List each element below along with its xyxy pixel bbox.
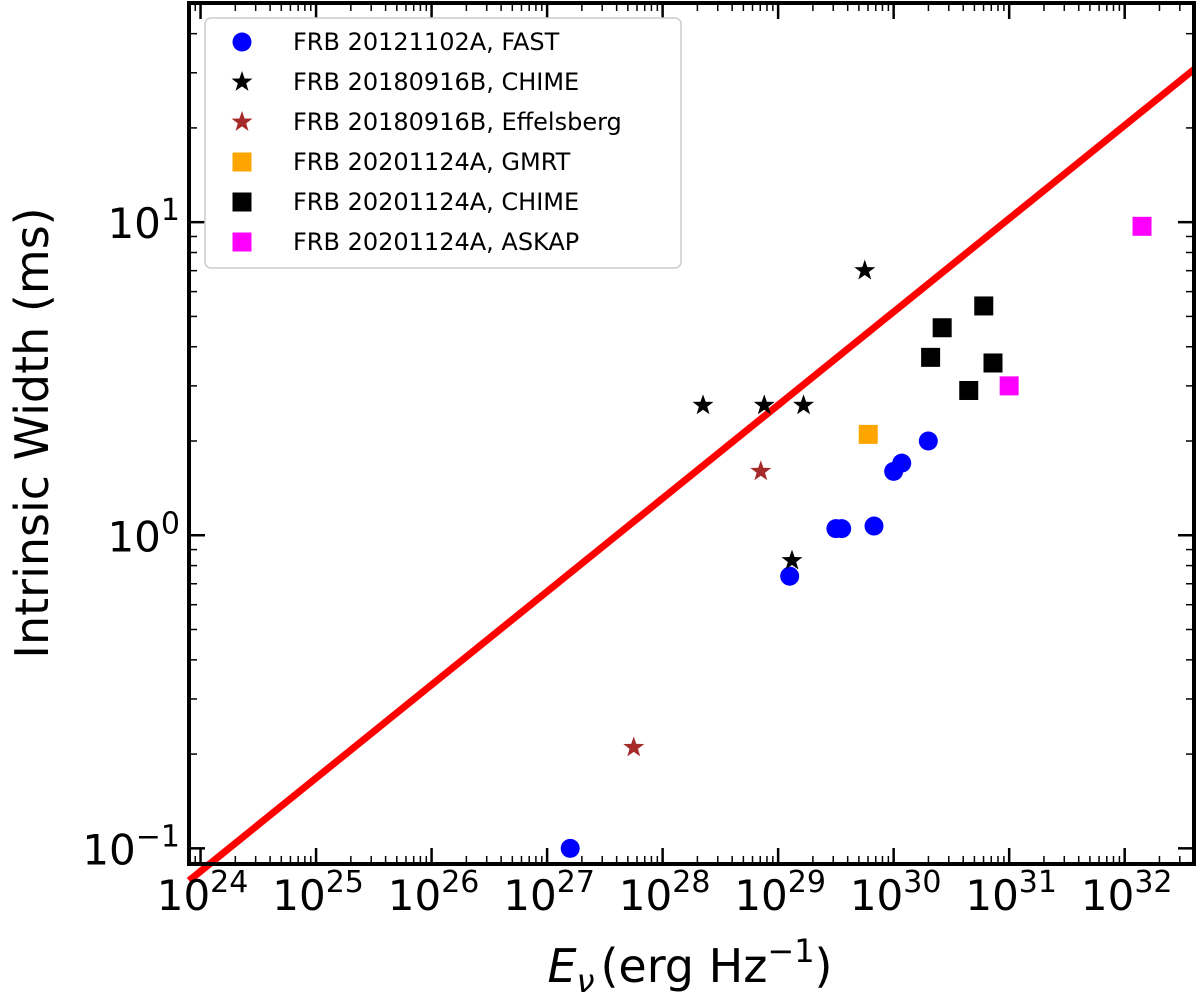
x-axis-title-sub: ν — [577, 962, 595, 993]
major-ticks — [189, 3, 1194, 864]
data-point-series-0 — [918, 431, 938, 451]
legend-label-1: FRB 20180916B, CHIME — [293, 68, 579, 96]
x-tick-label-exponent: 29 — [788, 865, 826, 900]
x-tick-label-base: 10 — [503, 871, 556, 920]
x-tick-label-base: 10 — [965, 871, 1018, 920]
data-point-series-1 — [781, 549, 803, 570]
x-tick-label-base: 10 — [388, 871, 441, 920]
data-point-series-4 — [974, 296, 994, 316]
x-tick-label: 1030 — [850, 865, 942, 920]
data-point-series-0 — [560, 838, 580, 858]
data-point-series-2 — [623, 736, 645, 757]
plot-frame — [187, 1, 1196, 866]
legend-marker-0 — [232, 32, 252, 52]
x-tick-label: 1024 — [157, 865, 249, 920]
x-tick-label: 1028 — [619, 865, 711, 920]
data-point-series-0 — [780, 566, 800, 586]
legend-marker-2 — [231, 111, 253, 131]
data-point-series-0 — [832, 519, 852, 539]
y-tick-label: 10−1 — [82, 819, 180, 874]
y-tick-label: 101 — [107, 193, 180, 248]
x-tick-label: 1027 — [503, 865, 595, 920]
legend-marker-1 — [231, 71, 253, 91]
x-tick-label-exponent: 32 — [1134, 865, 1172, 900]
x-tick-label: 1026 — [388, 865, 480, 920]
tick-labels: 1024 1025 1026 1027 1028 1029 1030 1031 103210−1… — [82, 193, 1172, 920]
data-point-series-0 — [892, 453, 912, 473]
x-tick-label-base: 10 — [619, 871, 672, 920]
x-tick-label: 1031 — [965, 865, 1057, 920]
x-tick-label-exponent: 24 — [210, 865, 248, 900]
y-tick-label-exponent: −1 — [136, 819, 180, 854]
fit-layer — [186, 66, 1197, 884]
points-layer — [560, 216, 1152, 858]
legend-marker-4 — [232, 192, 252, 212]
x-tick-label-base: 10 — [1081, 871, 1134, 920]
x-tick-label-exponent: 28 — [672, 865, 710, 900]
legend-marker-3 — [232, 152, 252, 172]
x-axis-title-exp: −1 — [767, 932, 814, 970]
data-point-series-2 — [750, 460, 772, 481]
data-point-series-4 — [959, 380, 979, 400]
y-tick-label-base: 10 — [107, 512, 160, 561]
legend-marker-5 — [232, 232, 252, 252]
legend-label-3: FRB 20201124A, GMRT — [293, 148, 571, 176]
x-axis-title-unit: (erg Hz — [600, 939, 767, 993]
legend-label-4: FRB 20201124A, CHIME — [293, 188, 579, 216]
x-axis-title-var: E — [548, 939, 577, 993]
x-tick-label: 1029 — [734, 865, 826, 920]
y-tick-label: 100 — [107, 506, 180, 561]
x-axis-title-close: ) — [815, 939, 833, 993]
x-axis-title: Eν (erg Hz−1) — [548, 932, 833, 993]
data-point-series-5 — [999, 376, 1019, 396]
data-point-series-0 — [864, 516, 884, 536]
y-tick-label-exponent: 0 — [161, 506, 180, 541]
data-point-series-4 — [921, 347, 941, 367]
data-point-series-1 — [854, 259, 876, 280]
data-point-series-3 — [858, 424, 878, 444]
x-tick-label-base: 10 — [850, 871, 903, 920]
fit-line — [186, 66, 1197, 884]
x-tick-label-exponent: 30 — [903, 865, 941, 900]
data-point-series-1 — [793, 394, 815, 415]
x-tick-label-base: 10 — [734, 871, 787, 920]
data-point-series-1 — [753, 394, 775, 415]
data-point-series-4 — [983, 353, 1003, 373]
data-point-series-4 — [932, 318, 952, 338]
y-axis-title: Intrinsic Width (ms) — [5, 207, 59, 658]
legend-label-5: FRB 20201124A, ASKAP — [293, 228, 579, 256]
x-tick-label: 1025 — [272, 865, 364, 920]
x-tick-label-exponent: 26 — [441, 865, 479, 900]
legend-box — [204, 17, 682, 269]
legend-label-0: FRB 20121102A, FAST — [293, 28, 560, 56]
legend: FRB 20121102A, FAST FRB 20180916B, CHIME F… — [204, 17, 682, 269]
x-tick-label-exponent: 25 — [326, 865, 364, 900]
legend-label-2: FRB 20180916B, Effelsberg — [293, 108, 622, 136]
x-tick-label-base: 10 — [157, 871, 210, 920]
data-point-series-5 — [1132, 216, 1152, 236]
x-tick-label-exponent: 27 — [557, 865, 595, 900]
x-tick-label-base: 10 — [272, 871, 325, 920]
x-tick-label-exponent: 31 — [1019, 865, 1057, 900]
y-tick-label-exponent: 1 — [161, 193, 180, 228]
data-point-series-1 — [692, 394, 714, 415]
y-tick-label-base: 10 — [107, 199, 160, 248]
x-tick-label: 1032 — [1081, 865, 1173, 920]
y-tick-label-base: 10 — [82, 825, 135, 874]
